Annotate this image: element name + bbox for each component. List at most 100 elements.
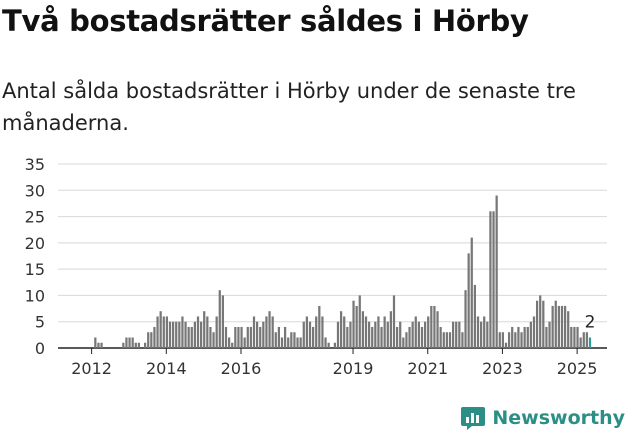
bar (162, 316, 165, 348)
bar (343, 316, 346, 348)
bar (246, 326, 249, 348)
bar (464, 290, 467, 348)
y-tick-label: 5 (35, 313, 45, 332)
bar (153, 326, 156, 348)
bar (582, 332, 585, 348)
chart-title: Två bostadsrätter såldes i Hörby (2, 4, 529, 38)
bar (168, 321, 172, 348)
bar (131, 337, 134, 348)
bar (290, 332, 293, 348)
bar (417, 321, 420, 348)
bar (321, 316, 324, 348)
bar (498, 332, 501, 348)
bar (467, 253, 470, 348)
bar (299, 337, 302, 348)
bar (539, 295, 542, 348)
bar (526, 326, 529, 348)
bar (333, 342, 336, 348)
bar (280, 337, 284, 348)
bar (249, 326, 253, 348)
bar (224, 326, 228, 348)
bar (501, 332, 504, 348)
bar (318, 305, 321, 348)
bar (380, 326, 383, 348)
bar (495, 195, 498, 348)
bar (458, 321, 461, 348)
bar (427, 316, 430, 348)
bar (570, 326, 573, 348)
bar (455, 321, 458, 348)
bar (265, 316, 268, 348)
bar (296, 337, 299, 348)
bar (184, 321, 187, 348)
bar (122, 342, 125, 348)
bar (461, 332, 464, 348)
bars (94, 195, 592, 348)
y-tick-label: 10 (25, 286, 45, 305)
bar (346, 326, 349, 348)
bar (234, 326, 237, 348)
bar (159, 311, 162, 348)
x-tick-label: 2016 (221, 359, 262, 378)
bar (196, 316, 200, 348)
bar (305, 316, 308, 348)
brand-name: Newsworthy (492, 407, 625, 429)
bar (231, 342, 234, 348)
bar (532, 316, 536, 348)
bar (181, 316, 184, 348)
bar (262, 321, 265, 348)
y-tick-label: 25 (25, 208, 45, 227)
bar (439, 326, 442, 348)
bar (134, 342, 137, 348)
bar (252, 316, 256, 348)
brand-logo: Newsworthy (460, 405, 625, 431)
bar (386, 321, 389, 348)
bar (128, 337, 131, 348)
bar (479, 321, 483, 348)
bar (423, 321, 427, 348)
bar (408, 326, 411, 348)
bar (389, 311, 392, 348)
bar (374, 321, 377, 348)
bar (486, 321, 489, 348)
bar (557, 305, 560, 348)
y-tick-label: 20 (25, 234, 45, 253)
annotations: 2 (585, 312, 596, 332)
bar (274, 332, 277, 348)
bar (411, 321, 414, 348)
bar (259, 326, 262, 348)
bar (545, 326, 548, 348)
bar (371, 326, 374, 348)
bar (283, 326, 287, 348)
y-tick-label: 35 (25, 155, 45, 174)
bar (392, 295, 396, 348)
bar (100, 342, 103, 348)
bar (193, 321, 197, 348)
bar (585, 332, 588, 348)
y-tick-label: 15 (25, 260, 45, 279)
bar (511, 326, 514, 348)
bar (203, 311, 206, 348)
bar (395, 326, 399, 348)
bar (336, 321, 340, 348)
bar (227, 337, 231, 348)
bar (171, 321, 175, 348)
x-tick-label: 2023 (482, 359, 523, 378)
bar (125, 337, 128, 348)
bar (221, 295, 225, 348)
bar (542, 300, 545, 348)
bar (433, 305, 436, 348)
x-tick-label: 2025 (557, 359, 598, 378)
bar (352, 300, 355, 348)
bar (492, 211, 495, 348)
bar (165, 316, 169, 348)
bar (529, 321, 532, 348)
bar (430, 305, 433, 348)
bar (293, 332, 296, 348)
bar (573, 326, 576, 348)
bar (156, 316, 159, 348)
bar (339, 311, 343, 348)
bar (311, 326, 315, 348)
highlight-data-label: 2 (585, 312, 596, 332)
